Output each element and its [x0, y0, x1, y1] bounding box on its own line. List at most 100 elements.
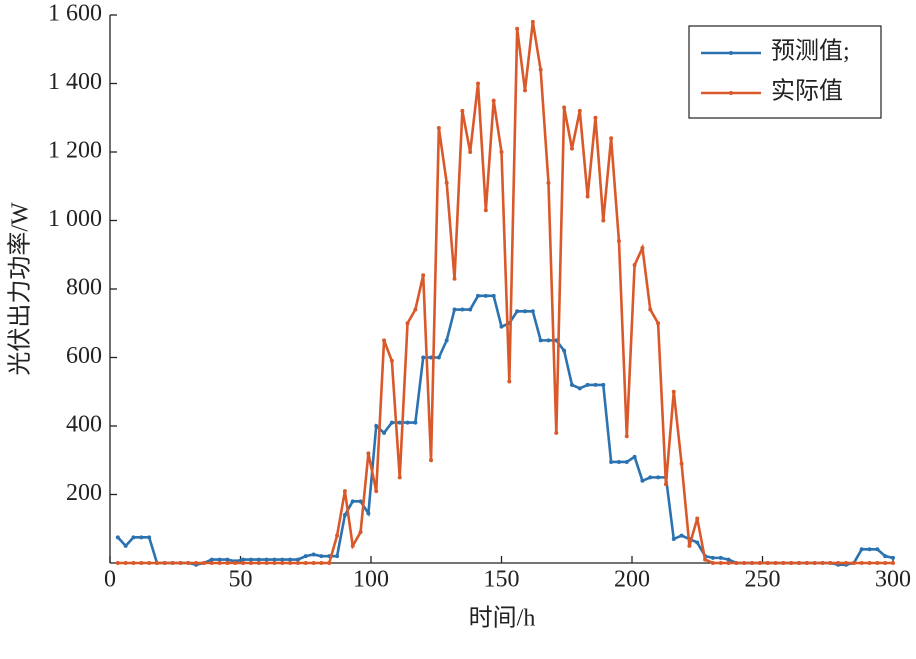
y-tick-label: 1 600 [48, 1, 102, 27]
point [891, 561, 895, 565]
x-tick-label: 50 [229, 567, 253, 593]
point [241, 557, 246, 562]
point [648, 307, 653, 312]
point [515, 26, 520, 31]
y-tick-label: 800 [66, 275, 102, 301]
point [499, 150, 504, 154]
point [609, 459, 614, 464]
point [256, 561, 261, 565]
point [883, 561, 888, 565]
point [335, 554, 340, 559]
point [452, 307, 457, 312]
point [718, 561, 723, 565]
point [280, 561, 285, 565]
point [154, 561, 159, 565]
point [241, 561, 246, 565]
point [632, 263, 637, 268]
y-tick-label: 1 000 [48, 206, 102, 232]
point [718, 555, 723, 560]
point [123, 543, 128, 548]
y-axis-label: 光伏出力功率/W [7, 202, 34, 376]
x-tick-label: 150 [484, 567, 520, 593]
point [671, 537, 676, 542]
point [624, 459, 629, 464]
point [217, 561, 222, 565]
point [358, 499, 363, 504]
point [695, 516, 700, 521]
series-line [116, 294, 894, 567]
point [342, 489, 347, 494]
point [147, 535, 152, 540]
point [585, 382, 590, 387]
point [413, 307, 418, 312]
point [554, 430, 559, 435]
point [397, 475, 402, 480]
point [562, 348, 567, 353]
point [640, 478, 645, 483]
point [468, 307, 473, 312]
point [546, 180, 551, 185]
point [476, 293, 481, 298]
point [624, 434, 629, 439]
point [280, 557, 285, 562]
point [178, 561, 183, 565]
point [593, 382, 598, 387]
point [797, 561, 802, 565]
point [781, 561, 786, 565]
point [757, 561, 762, 565]
point [256, 557, 261, 562]
y-tick-label: 1 200 [48, 138, 102, 164]
point [593, 115, 598, 120]
point [491, 293, 496, 298]
point [483, 208, 488, 213]
point [703, 557, 708, 562]
point [726, 557, 731, 562]
point [225, 557, 230, 562]
point [601, 382, 606, 387]
point [444, 338, 449, 343]
point [859, 547, 864, 552]
point [389, 358, 394, 363]
point [460, 307, 465, 312]
point [115, 535, 120, 540]
point [147, 561, 152, 565]
point [867, 547, 872, 552]
point [311, 552, 316, 557]
point [382, 338, 387, 343]
point [695, 540, 700, 545]
point [397, 420, 402, 425]
point [201, 561, 206, 565]
legend-marker [729, 51, 733, 55]
point [875, 561, 880, 565]
point [311, 561, 316, 565]
point [217, 557, 222, 562]
point [499, 324, 504, 329]
point [679, 533, 684, 538]
point [569, 146, 574, 151]
point [405, 321, 410, 326]
point [272, 561, 277, 565]
point [295, 561, 300, 565]
point [828, 561, 833, 565]
x-tick-label: 200 [614, 567, 650, 593]
point [577, 108, 582, 113]
point [530, 309, 535, 314]
point [429, 355, 434, 360]
point [765, 561, 770, 565]
point [115, 561, 120, 565]
point [350, 499, 355, 504]
legend-label: 实际值 [771, 78, 843, 105]
point [436, 355, 441, 360]
point [139, 561, 144, 565]
point [789, 561, 794, 565]
point [577, 386, 582, 391]
point [413, 420, 418, 425]
point [139, 535, 144, 540]
point [366, 451, 371, 456]
point [585, 194, 590, 199]
point [562, 105, 567, 110]
point [656, 321, 661, 326]
legend-box [688, 25, 882, 119]
point [773, 561, 778, 565]
